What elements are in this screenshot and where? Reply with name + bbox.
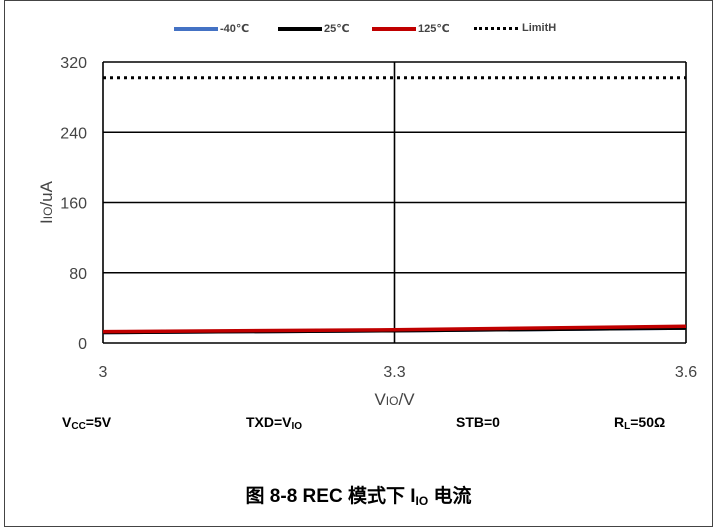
legend-item-125: 125℃	[372, 22, 450, 35]
x-tick-label: 3.3	[383, 364, 405, 381]
legend-item-limith: LimitH	[474, 22, 556, 34]
condition-stb: STB=0	[456, 414, 500, 430]
x-tick-label: 3.6	[675, 364, 697, 381]
figure-caption: 图 8-8 REC 模式下 IIO 电流	[245, 486, 472, 508]
legend-swatch-125	[372, 26, 416, 31]
series-line-125	[102, 324, 687, 334]
y-tick-label: 80	[69, 266, 87, 283]
y-axis-title: IIO/uA	[37, 180, 56, 224]
legend-label-limith: LimitH	[522, 22, 557, 34]
legend-swatch-limith	[474, 26, 518, 30]
legend-label-125: 125℃	[418, 23, 450, 35]
x-tick-label: 3	[99, 364, 108, 381]
condition-vcc: VCC=5V	[62, 414, 112, 432]
y-tick-label: 320	[60, 55, 87, 72]
y-tick-label: 0	[78, 336, 87, 353]
y-tick-label: 240	[60, 125, 87, 142]
x-axis-title: VIO/V	[374, 390, 415, 409]
legend-label-25: 25℃	[324, 23, 350, 35]
legend-swatch-minus40	[174, 26, 218, 31]
legend-swatch-25	[278, 26, 322, 31]
legend-label-minus40: -40℃	[220, 23, 250, 35]
condition-txd: TXD=VIO	[246, 414, 303, 432]
y-tick-label: 160	[60, 196, 87, 213]
condition-rl: RL=50Ω	[614, 414, 666, 432]
figure-frame	[4, 0, 713, 527]
legend-item-minus40: -40℃	[174, 22, 249, 35]
legend-item-25: 25℃	[278, 22, 350, 35]
chart-legend: -40℃ 25℃ 125℃ LimitH	[0, 22, 717, 42]
